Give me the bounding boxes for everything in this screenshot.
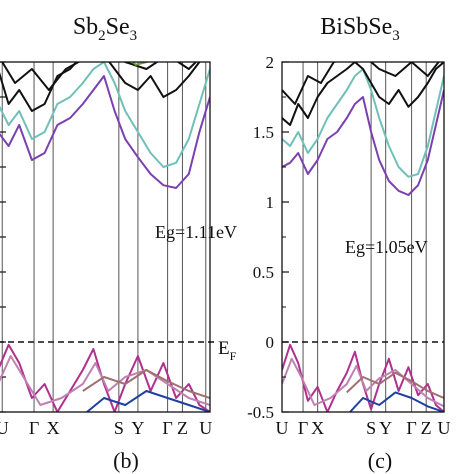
kpoint-label: U (276, 418, 289, 438)
panel-b-gap-label: Eg=1.11eV (155, 222, 237, 242)
y-tick-label: 0.5 (253, 263, 274, 282)
fermi-label: EF (218, 338, 237, 363)
kpoint-label: Γ (406, 418, 416, 438)
panel-b-label: (b) (113, 448, 139, 473)
panel-c-bands (282, 62, 444, 412)
band-5 (282, 68, 444, 178)
y-tick-label: 0 (266, 333, 275, 352)
kpoint-label: S (366, 418, 376, 438)
kpoint-label: Γ (29, 418, 39, 438)
y-tick-label: 1 (266, 193, 275, 212)
kpoint-label: Y (379, 418, 392, 438)
panel-c-gap-label: Eg=1.05eV (345, 237, 428, 257)
kpoint-label: Γ (298, 418, 308, 438)
band-8 (131, 62, 149, 66)
band-1 (282, 357, 444, 408)
band-6 (0, 62, 202, 112)
band-4 (0, 75, 210, 189)
band-3 (346, 371, 444, 399)
panel-c-label: (c) (368, 448, 392, 473)
y-tick-label: 1.5 (253, 123, 274, 142)
band-5 (0, 62, 210, 168)
band-3 (82, 369, 210, 399)
kpoint-label: X (47, 418, 60, 438)
kpoint-label: U (0, 418, 9, 438)
panel-b-bands (0, 62, 210, 412)
kpoint-label: X (311, 418, 324, 438)
kpoint-label: Z (421, 418, 432, 438)
kpoint-label: Y (131, 418, 144, 438)
band-7 (1, 62, 198, 91)
panel-c-symmetry-lines (302, 62, 427, 412)
y-tick-label: -0.5 (247, 403, 274, 422)
band-6 (282, 62, 444, 126)
kpoint-label: Z (177, 418, 188, 438)
panel-c-title: BiSbSe3 (320, 14, 400, 44)
kpoint-label: Γ (162, 418, 172, 438)
kpoint-label: U (438, 418, 451, 438)
band-1 (0, 355, 210, 406)
band-2 (349, 391, 444, 412)
band-4 (282, 89, 444, 196)
kpoint-label: U (199, 418, 212, 438)
kpoint-label: S (114, 418, 124, 438)
panel-b-frame (0, 61, 211, 413)
band-7 (282, 62, 440, 105)
band-2 (86, 390, 210, 412)
y-tick-label: 2 (266, 53, 275, 72)
panel-c-y-axis: -0.5 0 0.5 1 1.5 2 (247, 53, 289, 422)
panel-b-title: Sb2Se3 (73, 14, 137, 44)
